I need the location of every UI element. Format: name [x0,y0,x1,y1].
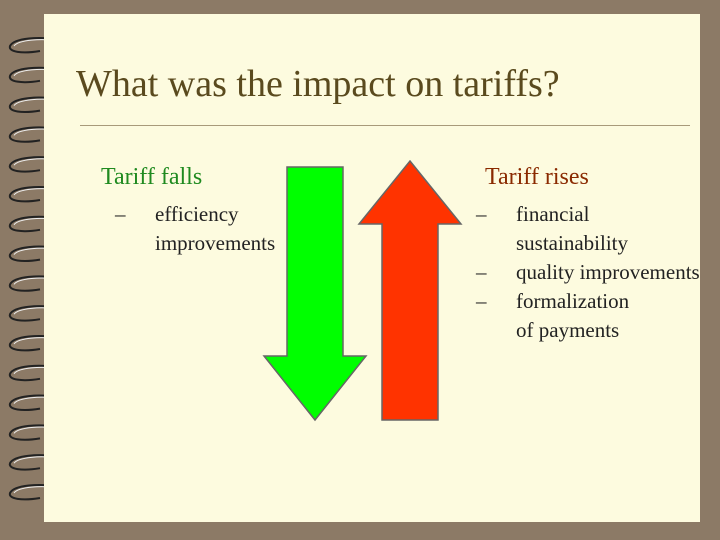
list-item: – financial sustainability [476,200,700,258]
slide-page: What was the impact on tariffs? Tariff f… [44,14,700,522]
tariff-falls-list: – efficiency improvements [115,200,275,258]
list-item-text: formalization of payments [516,289,630,342]
slide-title: What was the impact on tariffs? [76,63,560,105]
title-divider [80,125,690,126]
list-item-text: financial sustainability [516,202,628,255]
down-arrow-icon [262,166,368,422]
bullet-dash: – [115,202,126,226]
bullet-dash: – [476,260,487,284]
tariff-rises-list: – financial sustainability – quality impro… [476,200,700,345]
bullet-dash: – [476,202,487,226]
list-item: – efficiency improvements [115,200,275,258]
list-item: – formalization of payments [476,287,700,345]
tariff-rises-heading: Tariff rises [485,164,589,190]
list-item-text: quality improvements [516,260,700,284]
list-item-text: efficiency improvements [155,202,276,255]
tariff-falls-heading: Tariff falls [101,164,203,190]
bullet-dash: – [476,289,487,313]
up-arrow-icon [357,160,463,421]
list-item: – quality improvements [476,258,700,287]
